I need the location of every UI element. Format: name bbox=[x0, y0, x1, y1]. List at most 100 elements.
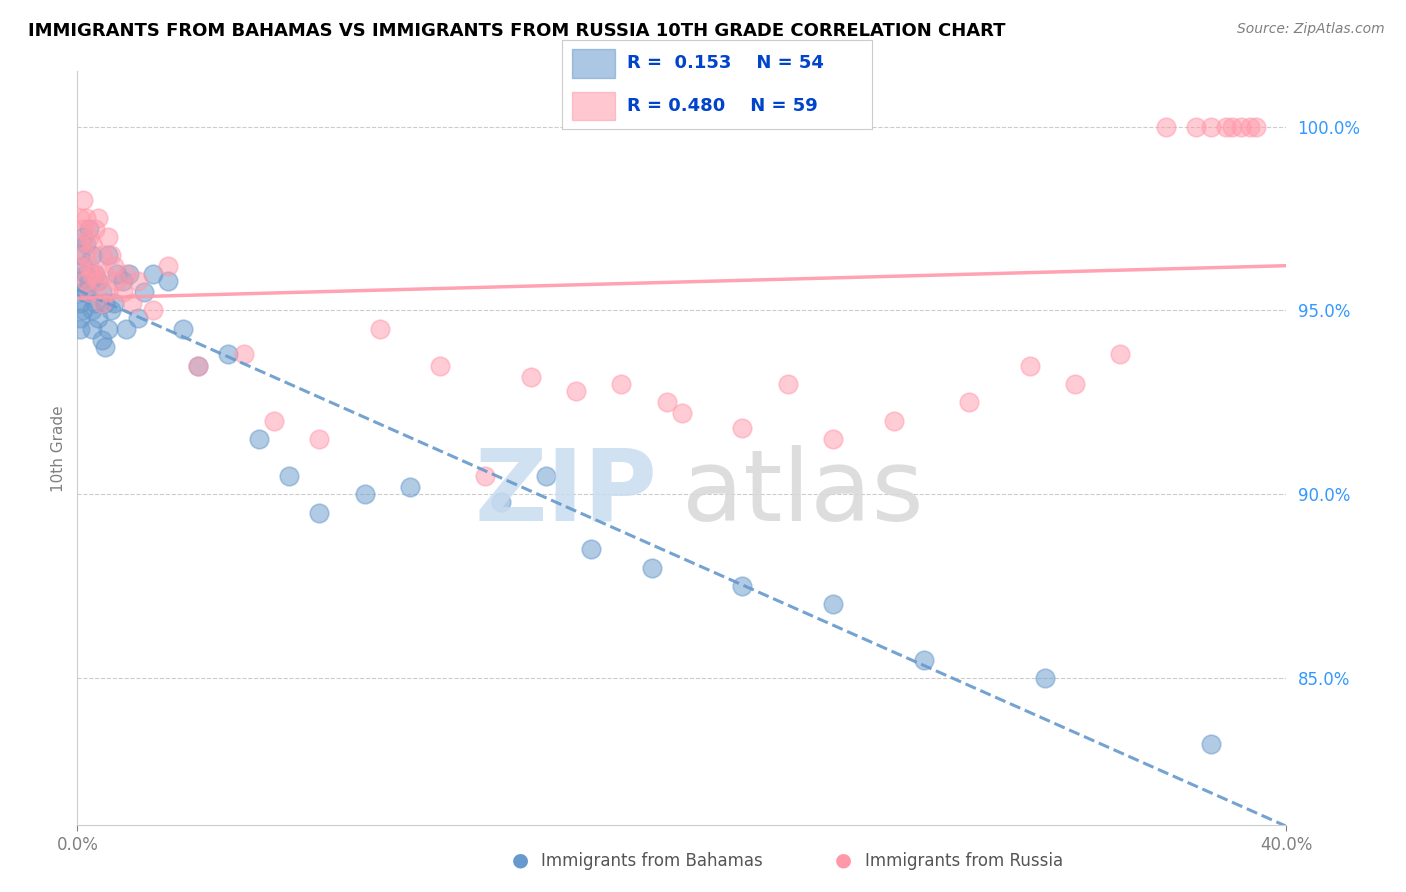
Point bbox=[82, 303, 104, 318]
Point bbox=[90, 285, 112, 299]
Point bbox=[93, 296, 115, 310]
Point bbox=[103, 259, 125, 273]
Point bbox=[132, 285, 155, 299]
Point bbox=[157, 259, 180, 273]
Point bbox=[1018, 359, 1040, 373]
Point bbox=[821, 598, 844, 612]
Point bbox=[96, 229, 118, 244]
Point bbox=[111, 285, 134, 299]
Bar bbox=[572, 92, 614, 120]
Point bbox=[534, 468, 557, 483]
Point bbox=[671, 406, 693, 420]
Point bbox=[75, 211, 97, 226]
Point bbox=[641, 560, 664, 574]
Point bbox=[90, 333, 112, 347]
Point bbox=[84, 296, 107, 310]
Point bbox=[1033, 671, 1056, 685]
Point bbox=[399, 480, 422, 494]
Point bbox=[581, 542, 603, 557]
Point bbox=[610, 376, 633, 391]
Text: IMMIGRANTS FROM BAHAMAS VS IMMIGRANTS FROM RUSSIA 10TH GRADE CORRELATION CHART: IMMIGRANTS FROM BAHAMAS VS IMMIGRANTS FR… bbox=[28, 22, 1005, 40]
Point bbox=[84, 222, 107, 236]
Point bbox=[90, 248, 112, 262]
Point bbox=[75, 285, 97, 299]
Text: ●: ● bbox=[512, 851, 529, 870]
Point bbox=[489, 494, 512, 508]
Point bbox=[79, 285, 101, 299]
Text: ●: ● bbox=[835, 851, 852, 870]
Point bbox=[127, 274, 149, 288]
Point bbox=[142, 303, 165, 318]
Point bbox=[957, 395, 980, 409]
Point bbox=[114, 322, 136, 336]
Point bbox=[232, 347, 254, 361]
Point bbox=[1199, 737, 1222, 751]
Point bbox=[105, 267, 128, 281]
Point bbox=[79, 222, 101, 236]
Point bbox=[114, 267, 136, 281]
Point bbox=[72, 259, 94, 273]
Point bbox=[93, 340, 115, 354]
Point bbox=[105, 274, 128, 288]
Point bbox=[87, 310, 110, 325]
Text: Source: ZipAtlas.com: Source: ZipAtlas.com bbox=[1237, 22, 1385, 37]
Point bbox=[69, 237, 91, 252]
Point bbox=[308, 506, 330, 520]
Point bbox=[75, 267, 97, 281]
Point bbox=[187, 359, 209, 373]
Point bbox=[100, 248, 122, 262]
Point bbox=[565, 384, 588, 399]
Point bbox=[87, 274, 110, 288]
Point bbox=[278, 468, 301, 483]
Point bbox=[776, 376, 799, 391]
Point bbox=[72, 193, 94, 207]
Point bbox=[118, 267, 141, 281]
Point bbox=[79, 229, 101, 244]
Point bbox=[912, 653, 935, 667]
Point bbox=[368, 322, 391, 336]
Text: atlas: atlas bbox=[682, 445, 924, 542]
Point bbox=[69, 296, 91, 310]
Point bbox=[75, 274, 97, 288]
Point bbox=[247, 432, 270, 446]
Point bbox=[96, 285, 118, 299]
Point bbox=[100, 303, 122, 318]
Text: ZIP: ZIP bbox=[475, 445, 658, 542]
Bar bbox=[572, 49, 614, 78]
Point bbox=[79, 274, 101, 288]
Point bbox=[1109, 347, 1132, 361]
Text: R = 0.480    N = 59: R = 0.480 N = 59 bbox=[627, 97, 818, 115]
Point bbox=[263, 414, 285, 428]
Point bbox=[72, 229, 94, 244]
Point bbox=[111, 274, 134, 288]
Point bbox=[429, 359, 451, 373]
Point bbox=[821, 432, 844, 446]
Point bbox=[82, 267, 104, 281]
Point bbox=[883, 414, 905, 428]
Point bbox=[79, 259, 101, 273]
Point bbox=[69, 274, 91, 288]
Point bbox=[82, 248, 104, 262]
Point bbox=[520, 369, 543, 384]
Point bbox=[121, 296, 143, 310]
Point bbox=[103, 296, 125, 310]
Point bbox=[84, 267, 107, 281]
Text: R =  0.153    N = 54: R = 0.153 N = 54 bbox=[627, 54, 824, 72]
Point bbox=[69, 322, 91, 336]
Y-axis label: 10th Grade: 10th Grade bbox=[51, 405, 66, 491]
Point bbox=[96, 248, 118, 262]
Point bbox=[731, 579, 754, 593]
Point bbox=[90, 296, 112, 310]
Point bbox=[1239, 120, 1261, 134]
Point bbox=[1185, 120, 1208, 134]
Point bbox=[75, 248, 97, 262]
Point bbox=[1064, 376, 1087, 391]
Point bbox=[218, 347, 240, 361]
Point bbox=[93, 267, 115, 281]
Point bbox=[1220, 120, 1243, 134]
Point bbox=[72, 303, 94, 318]
Point bbox=[1246, 120, 1268, 134]
Point bbox=[82, 237, 104, 252]
Point bbox=[87, 211, 110, 226]
Point bbox=[72, 222, 94, 236]
